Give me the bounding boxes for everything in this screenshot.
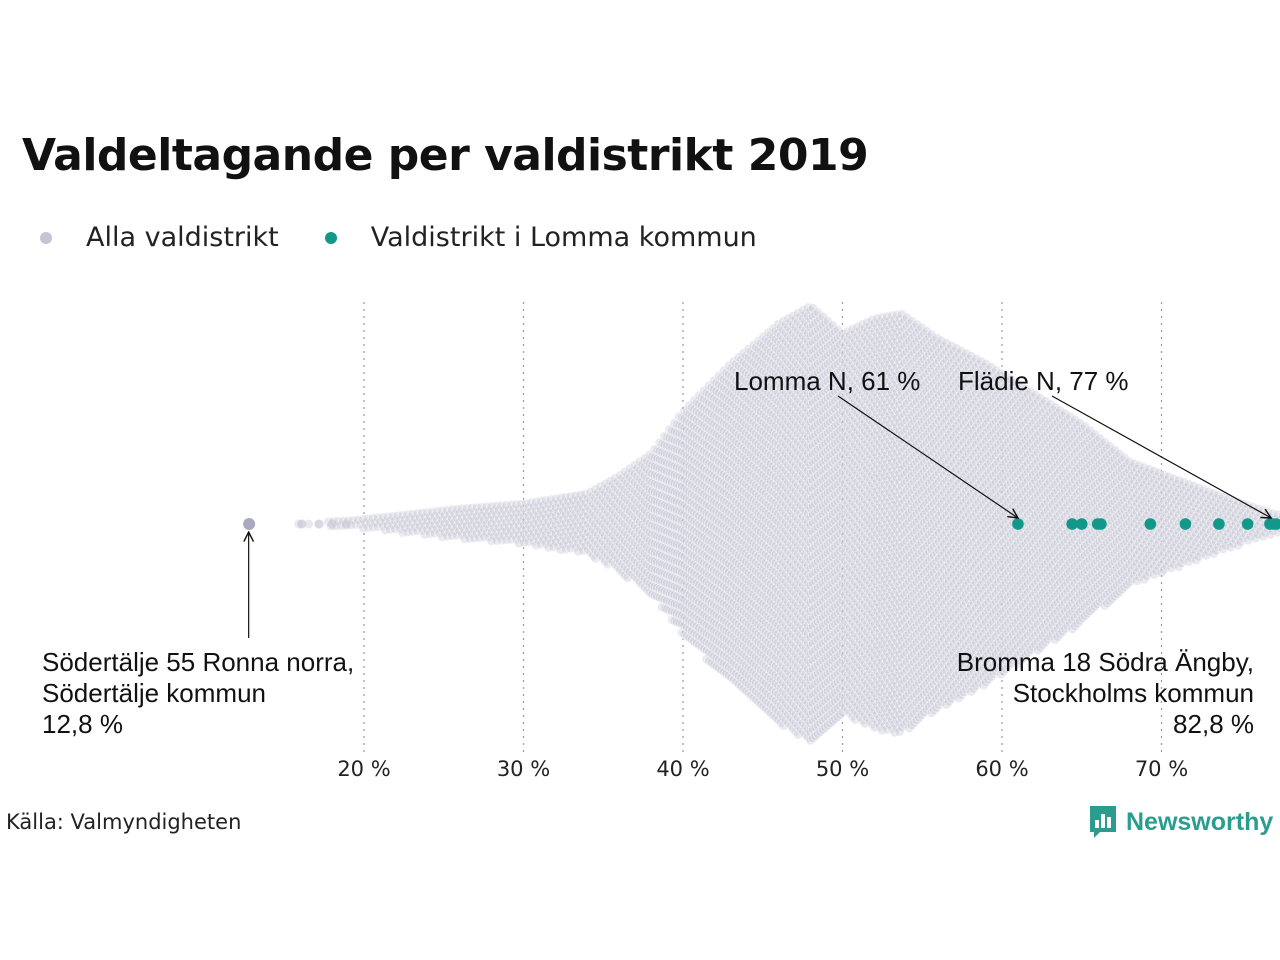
swarm-point: [602, 559, 613, 570]
legend: Alla valdistrikt Valdistrikt i Lomma kom…: [40, 222, 803, 253]
swarm-point: [573, 546, 584, 557]
swarm-point: [303, 519, 314, 530]
legend-dot-local: [324, 231, 337, 244]
swarm-point: [560, 543, 571, 554]
legend-label-all: Alla valdistrikt: [86, 222, 279, 253]
swarm-point: [293, 519, 304, 530]
swarm-point: [555, 544, 566, 555]
swarm-point: [543, 542, 554, 553]
swarm-point: [518, 537, 529, 548]
swarm-point: [313, 519, 324, 530]
beeswarm-chart: Lomma N, 61 % Flädie N, 77 %Södertälje 55…: [42, 302, 1280, 781]
legend-dot-all: [40, 231, 52, 244]
swarm-point: [531, 540, 542, 551]
swarm-point: [622, 572, 633, 583]
swarm-point: [296, 519, 307, 530]
chart-title: Valdeltagande per valdistrikt 2019: [22, 130, 869, 181]
legend-item-all: Alla valdistrikt: [40, 222, 279, 253]
legend-label-local: Valdistrikt i Lomma kommun: [370, 222, 757, 253]
legend-item-local: Valdistrikt i Lomma kommun: [324, 222, 757, 253]
swarm-point: [590, 553, 601, 564]
